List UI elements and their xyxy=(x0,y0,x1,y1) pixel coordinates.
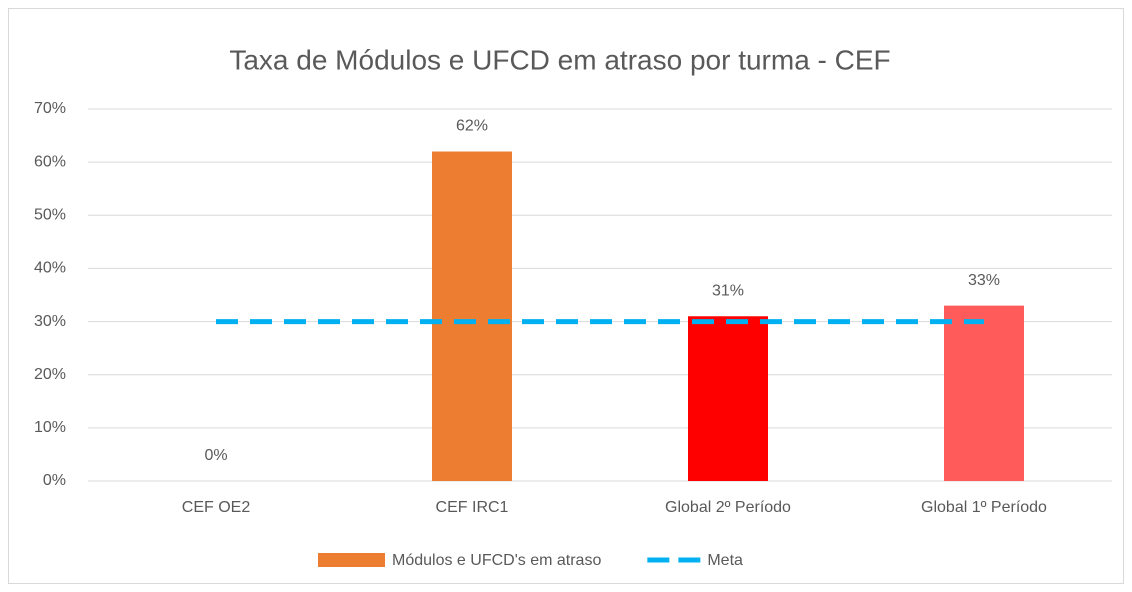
y-tick-label: 0% xyxy=(43,472,66,489)
x-tick-label: CEF IRC1 xyxy=(436,499,509,516)
y-tick-label: 20% xyxy=(34,366,66,383)
data-label: 33% xyxy=(968,272,1000,289)
y-tick-label: 50% xyxy=(34,207,66,224)
y-tick-label: 40% xyxy=(34,260,66,277)
y-tick-label: 70% xyxy=(34,100,66,117)
x-tick-label: Global 1º Período xyxy=(921,499,1047,516)
legend-label: Módulos e UFCD's em atraso xyxy=(392,552,601,569)
legend-label: Meta xyxy=(707,552,743,569)
bar xyxy=(688,316,768,481)
chart-title: Taxa de Módulos e UFCD em atraso por tur… xyxy=(229,44,890,75)
y-tick-label: 10% xyxy=(34,419,66,436)
x-tick-label: CEF OE2 xyxy=(182,499,251,516)
y-tick-label: 30% xyxy=(34,313,66,330)
data-label: 0% xyxy=(204,447,227,464)
data-label: 31% xyxy=(712,282,744,299)
chart-border xyxy=(8,8,1124,584)
bar xyxy=(432,151,512,481)
legend-swatch xyxy=(318,553,385,567)
x-tick-label: Global 2º Período xyxy=(665,499,791,516)
bar xyxy=(944,305,1024,481)
data-label: 62% xyxy=(456,118,488,135)
y-tick-label: 60% xyxy=(34,153,66,170)
